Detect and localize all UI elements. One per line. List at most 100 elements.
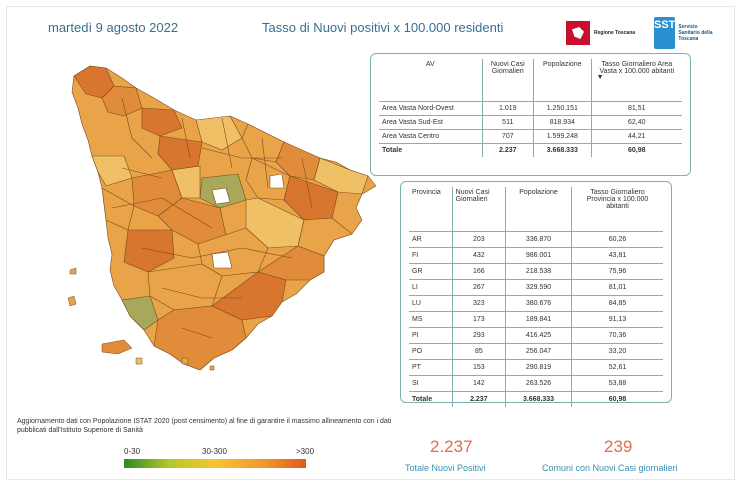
table-row: Area Vasta Sud-Est 511 818.934 62,40 xyxy=(379,115,682,130)
table-row: AR 203 336.870 60,26 xyxy=(409,231,663,248)
cell-popolazione: 189.841 xyxy=(504,311,572,328)
island-elba xyxy=(101,339,133,355)
col-header-av: AV xyxy=(379,59,483,102)
col-header-nuovi-casi: Nuovi Casi Giornalieri xyxy=(451,187,506,232)
cell-popolazione: 290.819 xyxy=(504,359,572,376)
cell-av-name: Area Vasta Nord-Ovest xyxy=(379,101,483,116)
tuscany-choropleth-map xyxy=(67,65,377,371)
island-giglio xyxy=(181,357,189,365)
cell-total-label: Totale xyxy=(382,147,403,154)
cell-total-popolazione: 3.668.333 xyxy=(504,391,572,407)
cell-popolazione: 416.425 xyxy=(504,327,572,344)
legend-color-scale xyxy=(124,459,306,468)
cell-popolazione: 380.676 xyxy=(504,295,572,312)
cell-provincia: GR xyxy=(409,263,453,280)
cell-tasso: 53,88 xyxy=(571,375,663,392)
boundary-lines xyxy=(111,97,313,339)
cell-nuovi-casi: 85 xyxy=(451,343,506,360)
col-header-popolazione: Popolazione xyxy=(533,59,592,102)
col-header-tasso-av: Tasso Giornaliero Area Vasta x 100.000 a… xyxy=(590,59,682,102)
province-table: Provincia Nuovi Casi Giornalieri Popolaz… xyxy=(409,187,663,407)
island-pianosa xyxy=(135,357,143,365)
table-row: GR 166 218.538 75,96 xyxy=(409,263,663,280)
table-total-row: Totale 2.237 3.668.333 60,98 xyxy=(379,143,682,157)
island-giannutri xyxy=(209,365,215,371)
cell-nuovi-casi: 166 xyxy=(451,263,506,280)
cell-av-name: Area Vasta Centro xyxy=(379,129,483,144)
col-header-nuovi-casi: Nuovi Casi Giornalieri xyxy=(481,59,534,102)
area-vasta-table: AV Nuovi Casi Giornalieri Popolazione Ta… xyxy=(379,59,682,157)
cell-provincia: SI xyxy=(409,375,453,392)
island-capraia xyxy=(67,295,77,307)
cell-provincia: LI xyxy=(409,279,453,296)
cell-av-name: Area Vasta Sud-Est xyxy=(379,115,483,130)
regione-toscana-emblem-icon xyxy=(566,21,590,45)
cell-tasso: 33,20 xyxy=(571,343,663,360)
cell-tasso: 52,61 xyxy=(571,359,663,376)
cell-nuovi-casi: 432 xyxy=(451,247,506,264)
table-row: LI 267 329.590 81,01 xyxy=(409,279,663,296)
sst-logo-mark: SST xyxy=(654,17,676,49)
sst-logo-text: Servizio Sanitario della Toscana xyxy=(678,24,713,42)
cell-popolazione: 986.001 xyxy=(504,247,572,264)
cell-tasso: 84,85 xyxy=(571,295,663,312)
area-vasta-header-row: AV Nuovi Casi Giornalieri Popolazione Ta… xyxy=(379,59,682,102)
kpi-total-positivi-value: 2.237 xyxy=(430,437,473,456)
zone-colline-metallifere xyxy=(123,229,175,273)
zone-mugello xyxy=(241,123,285,163)
table-row: MS 173 189.841 91,13 xyxy=(409,311,663,328)
zone-valdarno xyxy=(245,157,291,201)
col-header-tasso-av-label: Tasso Giornaliero Area Vasta x 100.000 a… xyxy=(599,61,675,75)
legend-label-high: >300 xyxy=(296,447,315,456)
cell-nuovi-casi: 153 xyxy=(451,359,506,376)
cell-popolazione: 1.599.248 xyxy=(533,129,592,144)
cell-nuovi-casi: 173 xyxy=(451,311,506,328)
sst-logo: SST Servizio Sanitario della Toscana xyxy=(654,15,720,51)
cell-tasso: 43,81 xyxy=(571,247,663,264)
cell-tasso: 91,13 xyxy=(571,311,663,328)
cell-popolazione: 1.250.151 xyxy=(533,101,592,116)
cell-popolazione: 329.590 xyxy=(504,279,572,296)
zone-casentino xyxy=(275,141,321,181)
cell-total-label: Totale xyxy=(412,396,433,403)
cell-total-tasso: 60,98 xyxy=(571,391,663,407)
kpi-comuni-value: 239 xyxy=(604,437,633,456)
cell-popolazione: 256.047 xyxy=(504,343,572,360)
cell-nuovi-casi: 511 xyxy=(481,115,534,130)
cell-tasso: 81,51 xyxy=(590,101,682,116)
cell-total-tasso: 60,98 xyxy=(590,143,682,157)
cell-provincia: AR xyxy=(409,231,453,248)
zone-white-gap-3 xyxy=(211,251,233,269)
cell-provincia: PI xyxy=(409,327,453,344)
island-gorgona xyxy=(69,267,77,275)
legend-label-low: 0-30 xyxy=(124,447,141,456)
col-header-provincia: Provincia xyxy=(409,187,453,232)
col-header-tasso-provincia: Tasso Giornaliero Provincia x 100.000 ab… xyxy=(571,187,663,232)
cell-nuovi-casi: 142 xyxy=(451,375,506,392)
table-row: FI 432 986.001 43,81 xyxy=(409,247,663,264)
sort-desc-icon[interactable]: ▼ xyxy=(596,74,604,81)
cell-total-nuovi-casi: 2.237 xyxy=(451,391,506,407)
cell-total-popolazione: 3.668.333 xyxy=(533,143,592,157)
cell-nuovi-casi: 293 xyxy=(451,327,506,344)
zone-florence-north xyxy=(195,115,243,151)
cell-provincia: PO xyxy=(409,343,453,360)
cell-total-nuovi-casi: 2.237 xyxy=(481,143,534,157)
table-row: Area Vasta Centro 707 1.599.248 44,21 xyxy=(379,129,682,144)
table-row: PI 293 416.425 70,36 xyxy=(409,327,663,344)
regione-toscana-logo-text: Regione Toscana xyxy=(594,30,636,36)
cell-provincia: LU xyxy=(409,295,453,312)
cell-nuovi-casi: 707 xyxy=(481,129,534,144)
cell-tasso: 75,96 xyxy=(571,263,663,280)
cell-provincia: PT xyxy=(409,359,453,376)
cell-provincia: FI xyxy=(409,247,453,264)
kpi-total-positivi-label: Totale Nuovi Positivi xyxy=(405,463,486,473)
zone-white-gap-1 xyxy=(211,187,231,205)
zone-valdelsa xyxy=(171,165,201,199)
zone-low-south xyxy=(121,295,159,331)
zone-pistoia xyxy=(141,107,183,137)
col-header-popolazione: Popolazione xyxy=(504,187,572,232)
cell-popolazione: 218.538 xyxy=(504,263,572,280)
zone-pisa-coast xyxy=(91,155,133,187)
cell-popolazione: 818.934 xyxy=(533,115,592,130)
